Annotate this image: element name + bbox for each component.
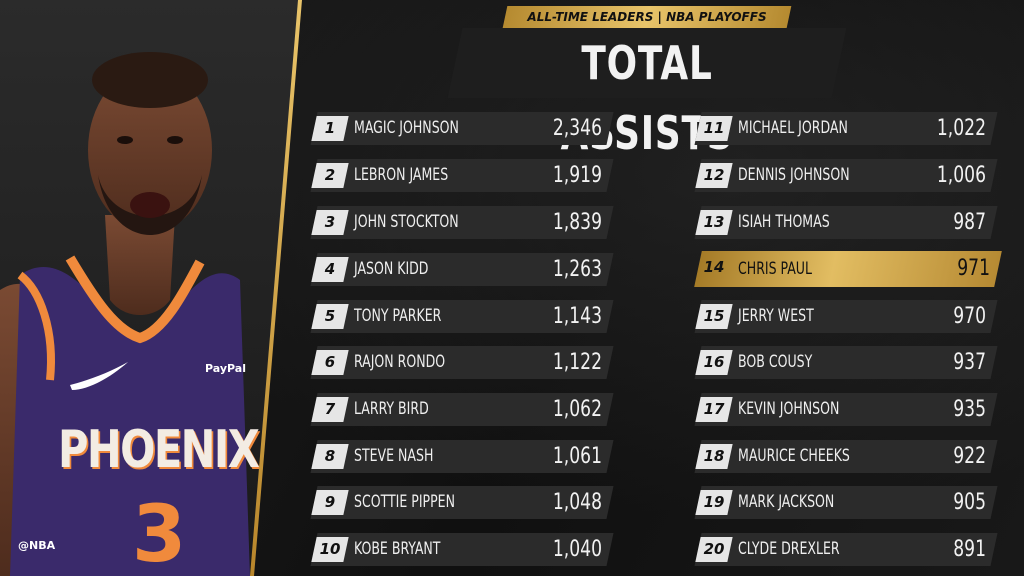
- assist-total: 1,143: [552, 304, 602, 329]
- player-illustration: [0, 52, 250, 576]
- leader-row-15: 15 JERRY WEST 970: [694, 300, 998, 333]
- leader-row-5: 5 TONY PARKER 1,143: [310, 300, 614, 333]
- rank-badge: 12: [695, 163, 733, 188]
- leader-row-4: 4 JASON KIDD 1,263: [310, 253, 614, 286]
- assist-total: 905: [953, 490, 986, 515]
- leader-row-9: 9 SCOTTIE PIPPEN 1,048: [310, 486, 614, 519]
- player-name: STEVE NASH: [354, 446, 434, 466]
- rank-badge: 2: [311, 163, 349, 188]
- rank-badge: 7: [311, 397, 349, 422]
- leader-row-20: 20 CLYDE DREXLER 891: [694, 533, 998, 566]
- assist-total: 970: [953, 304, 986, 329]
- jersey-text: PHOENIX: [58, 420, 260, 480]
- leader-row-13: 13 ISIAH THOMAS 987: [694, 206, 998, 239]
- leader-row-14-highlighted: 14 CHRIS PAUL 971: [694, 251, 1002, 287]
- rank-badge: 14: [703, 258, 725, 276]
- rank-badge: 17: [695, 397, 733, 422]
- rank-badge: 4: [311, 257, 349, 282]
- rank-badge: 5: [311, 304, 349, 329]
- assist-total: 1,919: [552, 163, 602, 188]
- assist-total: 987: [953, 210, 986, 235]
- leader-row-10: 10 KOBE BRYANT 1,040: [310, 533, 614, 566]
- player-name: LARRY BIRD: [354, 399, 429, 419]
- player-name: JERRY WEST: [738, 306, 814, 326]
- rank-badge: 15: [695, 304, 733, 329]
- player-name: SCOTTIE PIPPEN: [354, 492, 455, 512]
- player-name: LEBRON JAMES: [354, 165, 449, 185]
- page-title: TOTAL ASSISTS: [560, 36, 734, 160]
- player-name: KOBE BRYANT: [354, 539, 441, 559]
- assist-total: 935: [953, 397, 986, 422]
- rank-badge: 1: [311, 116, 349, 141]
- player-name: MAURICE CHEEKS: [738, 446, 850, 466]
- leader-row-6: 6 RAJON RONDO 1,122: [310, 346, 614, 379]
- assist-total: 1,048: [552, 490, 602, 515]
- leader-row-7: 7 LARRY BIRD 1,062: [310, 393, 614, 426]
- player-name: KEVIN JOHNSON: [738, 399, 840, 419]
- assist-total: 1,062: [552, 397, 602, 422]
- player-name: MAGIC JOHNSON: [354, 118, 459, 138]
- rank-badge: 20: [695, 537, 733, 562]
- rank-badge: 3: [311, 210, 349, 235]
- player-name: ISIAH THOMAS: [738, 212, 830, 232]
- assist-total: 937: [953, 350, 986, 375]
- rank-badge: 9: [311, 490, 349, 515]
- leader-row-11: 11 MICHAEL JORDAN 1,022: [694, 112, 998, 145]
- nba-watermark: @NBA: [18, 539, 56, 552]
- assist-total: 1,022: [936, 116, 986, 141]
- assist-total: 1,006: [936, 163, 986, 188]
- jersey-number: 3: [132, 490, 187, 576]
- assist-total: 922: [953, 444, 986, 469]
- player-name: CLYDE DREXLER: [738, 539, 840, 559]
- assist-total: 1,122: [552, 350, 602, 375]
- leader-row-17: 17 KEVIN JOHNSON 935: [694, 393, 998, 426]
- assist-total: 891: [953, 537, 986, 562]
- leader-row-18: 18 MAURICE CHEEKS 922: [694, 440, 998, 473]
- rank-badge: 13: [695, 210, 733, 235]
- assist-total: 971: [957, 256, 990, 281]
- rank-badge: 8: [311, 444, 349, 469]
- assist-total: 1,839: [552, 210, 602, 235]
- jersey-sponsor: PayPal: [205, 362, 246, 375]
- player-name: RAJON RONDO: [354, 352, 446, 372]
- player-name: BOB COUSY: [738, 352, 813, 372]
- rank-badge: 10: [311, 537, 349, 562]
- assist-total: 2,346: [552, 116, 602, 141]
- rank-badge: 16: [695, 350, 733, 375]
- rank-badge: 11: [695, 116, 733, 141]
- leader-row-2: 2 LEBRON JAMES 1,919: [310, 159, 614, 192]
- leader-row-16: 16 BOB COUSY 937: [694, 346, 998, 379]
- leader-row-8: 8 STEVE NASH 1,061: [310, 440, 614, 473]
- header-kicker: ALL-TIME LEADERS | NBA PLAYOFFS: [502, 6, 792, 28]
- leader-row-3: 3 JOHN STOCKTON 1,839: [310, 206, 614, 239]
- player-name: JASON KIDD: [354, 259, 429, 279]
- rank-badge: 6: [311, 350, 349, 375]
- player-name: MARK JACKSON: [738, 492, 835, 512]
- rank-badge: 19: [695, 490, 733, 515]
- player-name: JOHN STOCKTON: [354, 212, 459, 232]
- assist-total: 1,040: [552, 537, 602, 562]
- leader-row-12: 12 DENNIS JOHNSON 1,006: [694, 159, 998, 192]
- leader-row-1: 1 MAGIC JOHNSON 2,346: [310, 112, 614, 145]
- player-name: TONY PARKER: [354, 306, 442, 326]
- player-name: CHRIS PAUL: [738, 259, 812, 279]
- rank-badge: 18: [695, 444, 733, 469]
- player-name: MICHAEL JORDAN: [738, 118, 848, 138]
- leader-row-19: 19 MARK JACKSON 905: [694, 486, 998, 519]
- assist-total: 1,061: [552, 444, 602, 469]
- player-name: DENNIS JOHNSON: [738, 165, 850, 185]
- player-photo: PayPal PHOENIX 3: [0, 0, 300, 576]
- kicker-text: ALL-TIME LEADERS | NBA PLAYOFFS: [527, 10, 767, 24]
- assist-total: 1,263: [552, 257, 602, 282]
